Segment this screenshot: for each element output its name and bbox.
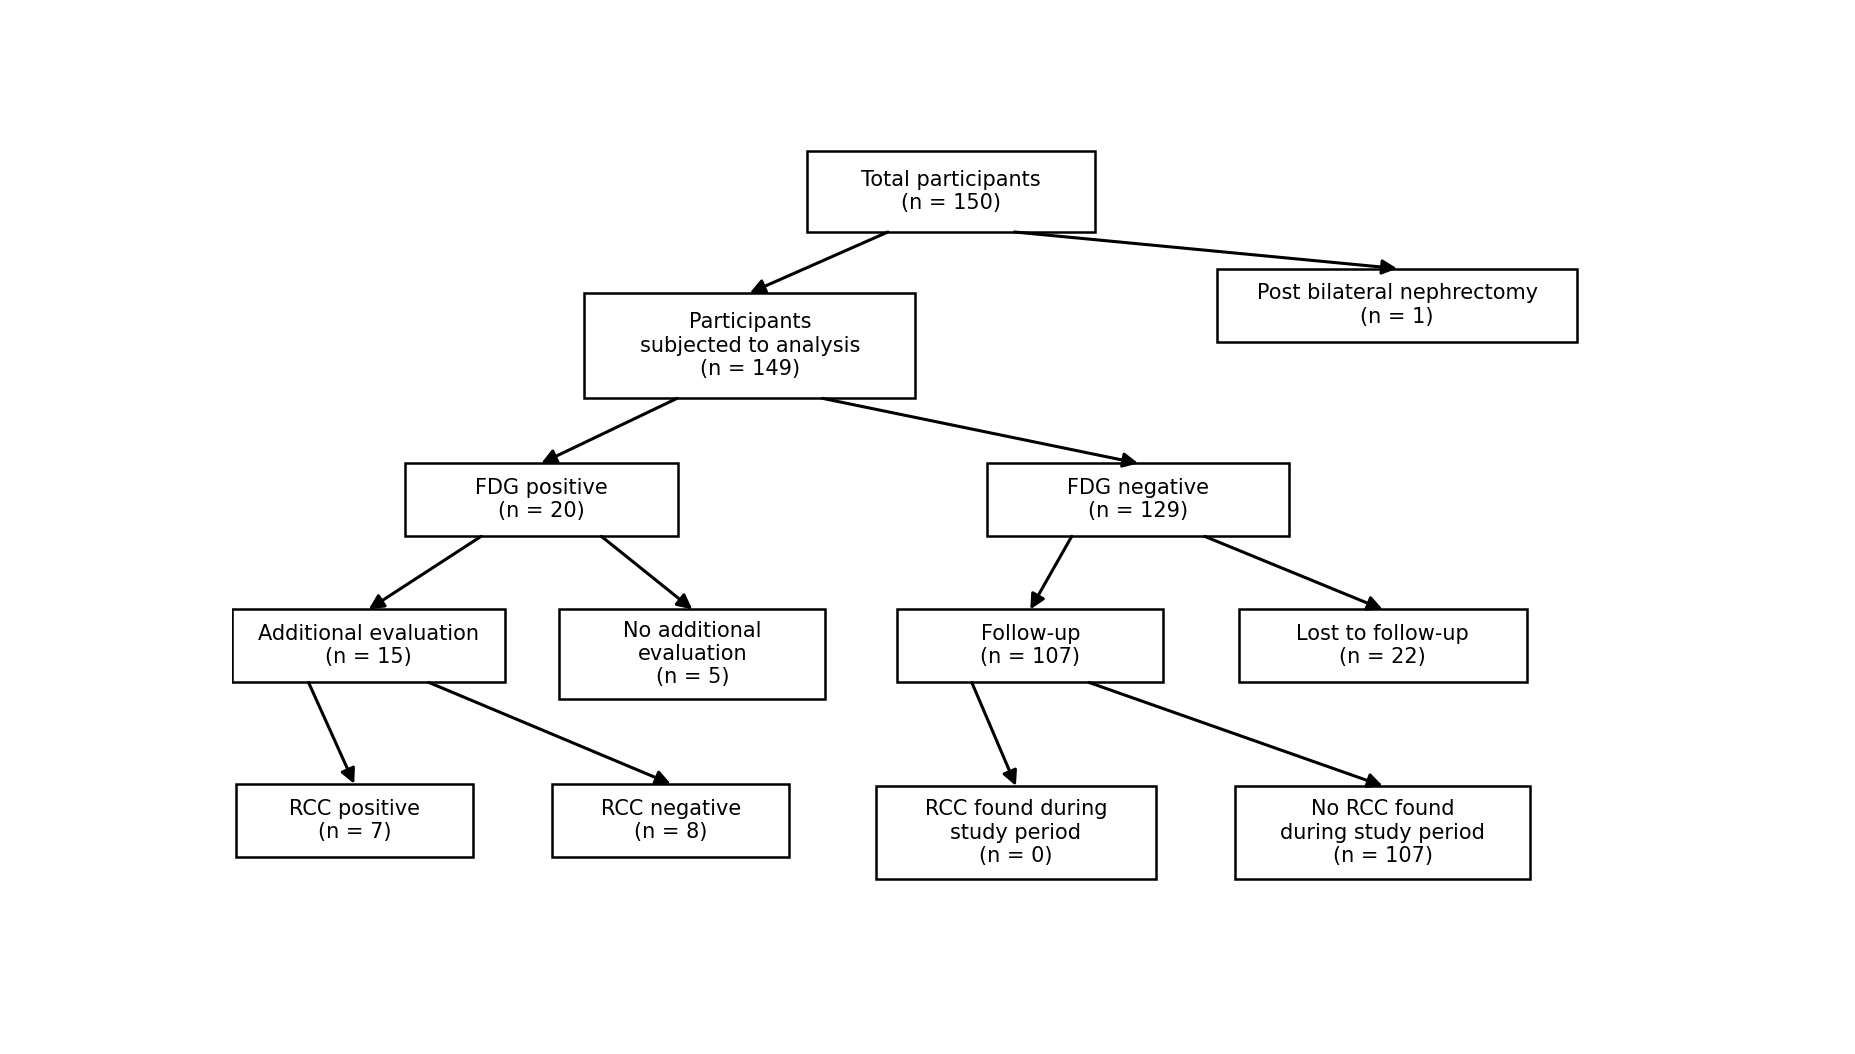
FancyBboxPatch shape	[551, 784, 788, 857]
FancyBboxPatch shape	[1217, 269, 1577, 341]
Text: Total participants
(n = 150): Total participants (n = 150)	[861, 170, 1041, 213]
Text: Participants
subjected to analysis
(n = 149): Participants subjected to analysis (n = …	[640, 312, 859, 378]
Text: Post bilateral nephrectomy
(n = 1): Post bilateral nephrectomy (n = 1)	[1256, 284, 1536, 327]
FancyBboxPatch shape	[807, 151, 1094, 232]
Text: Follow-up
(n = 107): Follow-up (n = 107)	[979, 624, 1080, 667]
Text: Lost to follow-up
(n = 22): Lost to follow-up (n = 22)	[1295, 624, 1469, 667]
Text: FDG negative
(n = 129): FDG negative (n = 129)	[1067, 479, 1209, 522]
Text: RCC found during
study period
(n = 0): RCC found during study period (n = 0)	[924, 799, 1107, 865]
FancyBboxPatch shape	[1239, 609, 1527, 682]
FancyBboxPatch shape	[584, 293, 915, 398]
FancyBboxPatch shape	[558, 609, 825, 699]
Text: RCC negative
(n = 8): RCC negative (n = 8)	[601, 799, 740, 842]
FancyBboxPatch shape	[232, 609, 505, 682]
FancyBboxPatch shape	[236, 784, 473, 857]
FancyBboxPatch shape	[896, 609, 1163, 682]
Text: Additional evaluation
(n = 15): Additional evaluation (n = 15)	[258, 624, 479, 667]
FancyBboxPatch shape	[876, 786, 1156, 879]
FancyBboxPatch shape	[404, 464, 677, 536]
FancyBboxPatch shape	[1235, 786, 1529, 879]
FancyBboxPatch shape	[987, 464, 1289, 536]
Text: No RCC found
during study period
(n = 107): No RCC found during study period (n = 10…	[1280, 799, 1484, 865]
Text: RCC positive
(n = 7): RCC positive (n = 7)	[289, 799, 419, 842]
Text: No additional
evaluation
(n = 5): No additional evaluation (n = 5)	[623, 621, 761, 687]
Text: FDG positive
(n = 20): FDG positive (n = 20)	[475, 479, 607, 522]
